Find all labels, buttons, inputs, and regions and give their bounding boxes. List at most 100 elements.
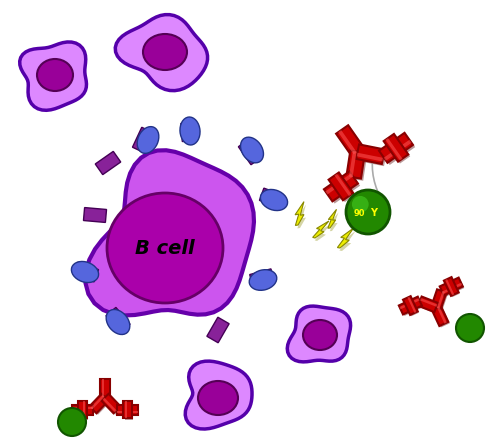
Polygon shape <box>418 296 438 312</box>
Polygon shape <box>403 296 417 315</box>
Polygon shape <box>74 406 94 417</box>
Polygon shape <box>117 405 138 415</box>
Polygon shape <box>420 298 438 307</box>
Ellipse shape <box>106 309 130 335</box>
Polygon shape <box>326 174 353 194</box>
Polygon shape <box>124 403 133 420</box>
Polygon shape <box>80 403 88 420</box>
Polygon shape <box>358 146 387 166</box>
Polygon shape <box>125 401 127 418</box>
Polygon shape <box>132 127 154 153</box>
Polygon shape <box>379 133 413 163</box>
Ellipse shape <box>180 117 200 145</box>
Polygon shape <box>384 140 411 161</box>
Ellipse shape <box>143 34 187 70</box>
Polygon shape <box>442 283 462 294</box>
Polygon shape <box>445 279 460 297</box>
Polygon shape <box>433 307 450 328</box>
Polygon shape <box>441 279 464 297</box>
Text: Y: Y <box>370 208 377 218</box>
Ellipse shape <box>240 137 264 163</box>
Polygon shape <box>399 297 422 315</box>
Polygon shape <box>444 277 458 296</box>
Polygon shape <box>74 262 98 282</box>
Polygon shape <box>338 127 366 158</box>
Polygon shape <box>86 150 254 316</box>
Polygon shape <box>96 151 120 174</box>
Polygon shape <box>118 406 140 417</box>
Polygon shape <box>72 405 93 415</box>
Polygon shape <box>207 317 229 343</box>
Circle shape <box>346 190 390 234</box>
Polygon shape <box>328 173 353 200</box>
Ellipse shape <box>107 193 223 303</box>
Polygon shape <box>334 174 351 196</box>
Polygon shape <box>186 361 252 429</box>
Polygon shape <box>102 394 120 413</box>
Polygon shape <box>326 174 360 203</box>
Polygon shape <box>84 207 106 222</box>
Polygon shape <box>117 411 138 413</box>
Polygon shape <box>404 297 419 316</box>
Circle shape <box>352 196 368 213</box>
Polygon shape <box>250 269 274 287</box>
Polygon shape <box>106 307 130 332</box>
Polygon shape <box>440 278 463 295</box>
Polygon shape <box>90 394 108 413</box>
Polygon shape <box>381 135 415 165</box>
Polygon shape <box>180 122 196 142</box>
Ellipse shape <box>37 59 73 91</box>
Polygon shape <box>400 298 419 309</box>
Polygon shape <box>386 136 410 164</box>
Polygon shape <box>102 398 117 412</box>
Polygon shape <box>330 174 355 202</box>
Ellipse shape <box>249 270 277 290</box>
Polygon shape <box>433 291 448 311</box>
Polygon shape <box>324 171 358 201</box>
Polygon shape <box>349 151 356 177</box>
Polygon shape <box>314 224 331 241</box>
Polygon shape <box>287 306 350 362</box>
Polygon shape <box>102 379 104 397</box>
Polygon shape <box>437 306 446 324</box>
Text: B cell: B cell <box>135 239 195 258</box>
Ellipse shape <box>198 381 238 415</box>
Polygon shape <box>297 205 306 228</box>
Polygon shape <box>102 380 112 399</box>
Polygon shape <box>386 138 402 161</box>
Polygon shape <box>238 139 262 165</box>
Polygon shape <box>340 231 355 251</box>
Polygon shape <box>103 395 122 415</box>
Polygon shape <box>312 221 329 238</box>
Circle shape <box>58 408 86 436</box>
Polygon shape <box>400 298 423 316</box>
Ellipse shape <box>303 320 337 350</box>
Polygon shape <box>100 379 110 397</box>
Circle shape <box>456 314 484 342</box>
Polygon shape <box>336 125 363 156</box>
Polygon shape <box>356 145 384 164</box>
Polygon shape <box>78 401 86 418</box>
Polygon shape <box>408 297 416 313</box>
Polygon shape <box>295 202 304 226</box>
Polygon shape <box>420 298 440 314</box>
Ellipse shape <box>137 127 159 154</box>
Polygon shape <box>432 305 448 326</box>
Polygon shape <box>445 279 454 295</box>
Polygon shape <box>90 395 104 409</box>
Polygon shape <box>348 153 367 181</box>
Polygon shape <box>260 188 284 208</box>
Polygon shape <box>20 42 86 110</box>
Polygon shape <box>384 134 408 162</box>
Polygon shape <box>328 209 336 228</box>
Polygon shape <box>83 401 85 418</box>
Polygon shape <box>356 153 383 162</box>
Polygon shape <box>91 395 110 415</box>
Polygon shape <box>432 289 446 309</box>
Polygon shape <box>116 15 208 91</box>
Polygon shape <box>338 228 353 248</box>
Ellipse shape <box>260 190 287 210</box>
Polygon shape <box>346 150 365 178</box>
Polygon shape <box>72 407 93 409</box>
Polygon shape <box>338 130 356 154</box>
